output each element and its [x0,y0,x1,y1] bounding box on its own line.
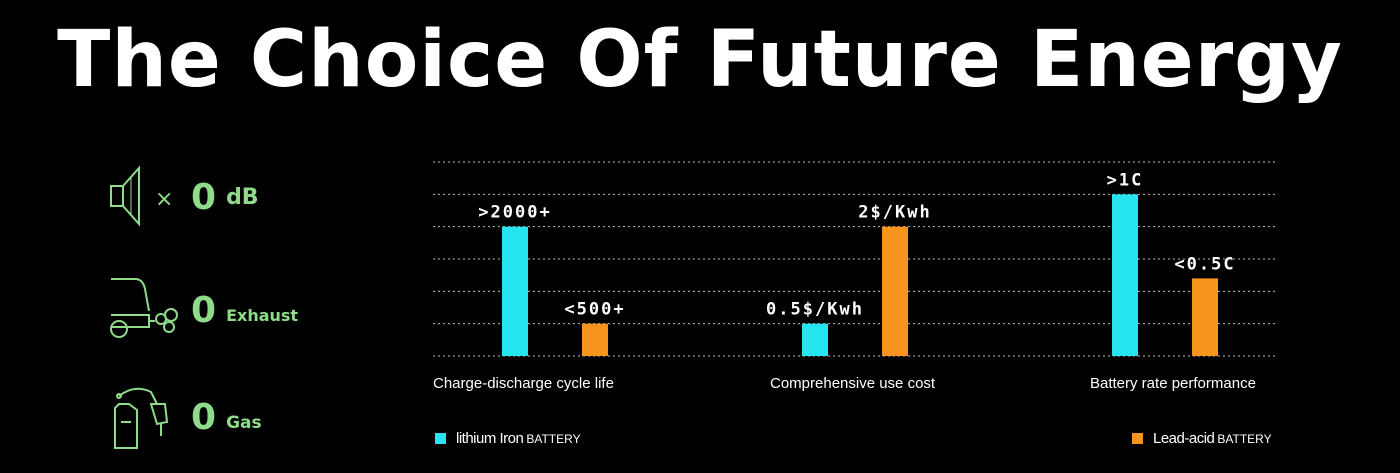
grid-lines [433,161,1276,357]
legend-lead: Lead-acid BATTERY [1132,430,1272,447]
legend-swatch-lithium [435,433,446,444]
data-label-lead-2: <0.5C [1174,254,1235,274]
legend-lead-name: Lead-acid [1153,430,1215,447]
noise-value: 0 [191,176,217,218]
speaker-mute-icon: × [110,165,173,227]
legend-lithium-suffix: BATTERY [526,431,581,446]
gas-unit: Gas [226,413,262,433]
category-label-2: Battery rate performance [1090,375,1256,392]
legend-swatch-lead [1132,433,1143,444]
data-label-lithium-1: 0.5$/Kwh [766,300,864,320]
bar-lithium-2 [1112,194,1138,356]
bar-lead-1 [882,226,908,356]
feature-noise: × 0 dB [105,162,259,232]
legend-lithium-name: lithium Iron [456,430,524,447]
bar-lead-0 [582,323,608,356]
data-label-lead-1: 2$/Kwh [858,203,931,223]
noise-unit: dB [226,184,259,210]
data-labels: >2000+ <500+ 0.5$/Kwh 2$/Kwh >1C <0.5C [478,170,1235,320]
data-label-lithium-0: >2000+ [478,203,551,223]
legend-lithium: lithium Iron BATTERY [435,430,581,447]
feature-exhaust: 0 Exhaust [105,275,298,345]
gas-value: 0 [191,396,217,438]
bar-lithium-1 [802,323,828,356]
page-title: The Choice Of Future Energy [57,15,1343,105]
legend-lead-suffix: BATTERY [1217,431,1272,446]
fuel-pump-icon [114,387,169,449]
car-exhaust-icon [110,278,178,338]
bar-lead-2 [1192,278,1218,356]
category-labels: Charge-discharge cycle life Comprehensive… [433,375,1256,392]
data-label-lithium-2: >1C [1107,170,1144,190]
feature-gas: 0 Gas [105,382,262,452]
exhaust-unit: Exhaust [226,305,299,325]
category-label-0: Charge-discharge cycle life [433,375,614,392]
bars [502,194,1218,356]
exhaust-value: 0 [191,289,217,331]
category-label-1: Comprehensive use cost [770,375,936,392]
bar-lithium-0 [502,226,528,356]
data-label-lead-0: <500+ [564,300,625,320]
mute-symbol: × [155,187,173,212]
